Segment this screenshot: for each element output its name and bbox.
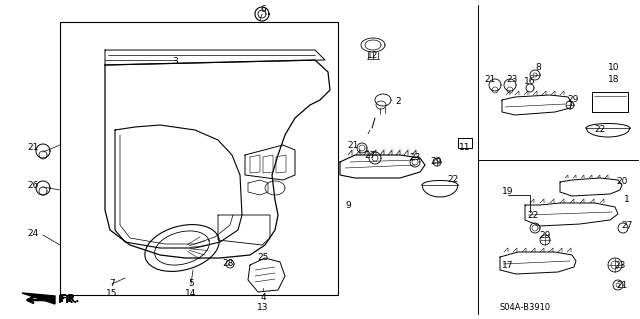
Text: 26: 26 <box>28 181 38 189</box>
Text: 29: 29 <box>567 95 579 105</box>
Text: 18: 18 <box>608 76 620 85</box>
Text: 19: 19 <box>502 188 514 197</box>
Text: 23: 23 <box>506 76 518 85</box>
Text: 22: 22 <box>595 125 605 135</box>
Text: 24: 24 <box>28 229 38 239</box>
Text: 21: 21 <box>28 144 38 152</box>
Text: 27: 27 <box>364 151 376 160</box>
Text: 15: 15 <box>106 288 118 298</box>
Text: 29: 29 <box>540 231 550 240</box>
Text: 13: 13 <box>257 302 269 311</box>
Text: 21: 21 <box>616 280 628 290</box>
Text: 20: 20 <box>616 177 628 187</box>
Text: 5: 5 <box>188 279 194 288</box>
Text: 8: 8 <box>535 63 541 72</box>
Text: 16: 16 <box>524 78 536 86</box>
Polygon shape <box>22 293 55 304</box>
Text: 29: 29 <box>430 158 442 167</box>
Text: 28: 28 <box>222 258 234 268</box>
Text: 27: 27 <box>621 220 633 229</box>
Text: 3: 3 <box>172 57 178 66</box>
Text: 22: 22 <box>447 175 459 184</box>
Text: 6: 6 <box>260 5 266 14</box>
Text: 7: 7 <box>109 279 115 288</box>
Text: 25: 25 <box>257 254 269 263</box>
Text: 17: 17 <box>502 261 514 270</box>
Text: S04A-B3910: S04A-B3910 <box>500 303 551 313</box>
Text: 1: 1 <box>624 196 630 204</box>
Text: 2: 2 <box>395 98 401 107</box>
Text: 23: 23 <box>614 261 626 270</box>
Text: FR.: FR. <box>60 294 79 304</box>
Text: 9: 9 <box>345 201 351 210</box>
Text: 12: 12 <box>367 50 379 60</box>
Text: 14: 14 <box>186 288 196 298</box>
Text: 23: 23 <box>410 153 420 162</box>
Text: 11: 11 <box>460 144 471 152</box>
Text: FR.: FR. <box>58 295 77 305</box>
Text: 21: 21 <box>348 140 358 150</box>
Text: 22: 22 <box>527 211 539 219</box>
Text: 10: 10 <box>608 63 620 72</box>
Text: 4: 4 <box>260 293 266 301</box>
Text: 21: 21 <box>484 76 496 85</box>
